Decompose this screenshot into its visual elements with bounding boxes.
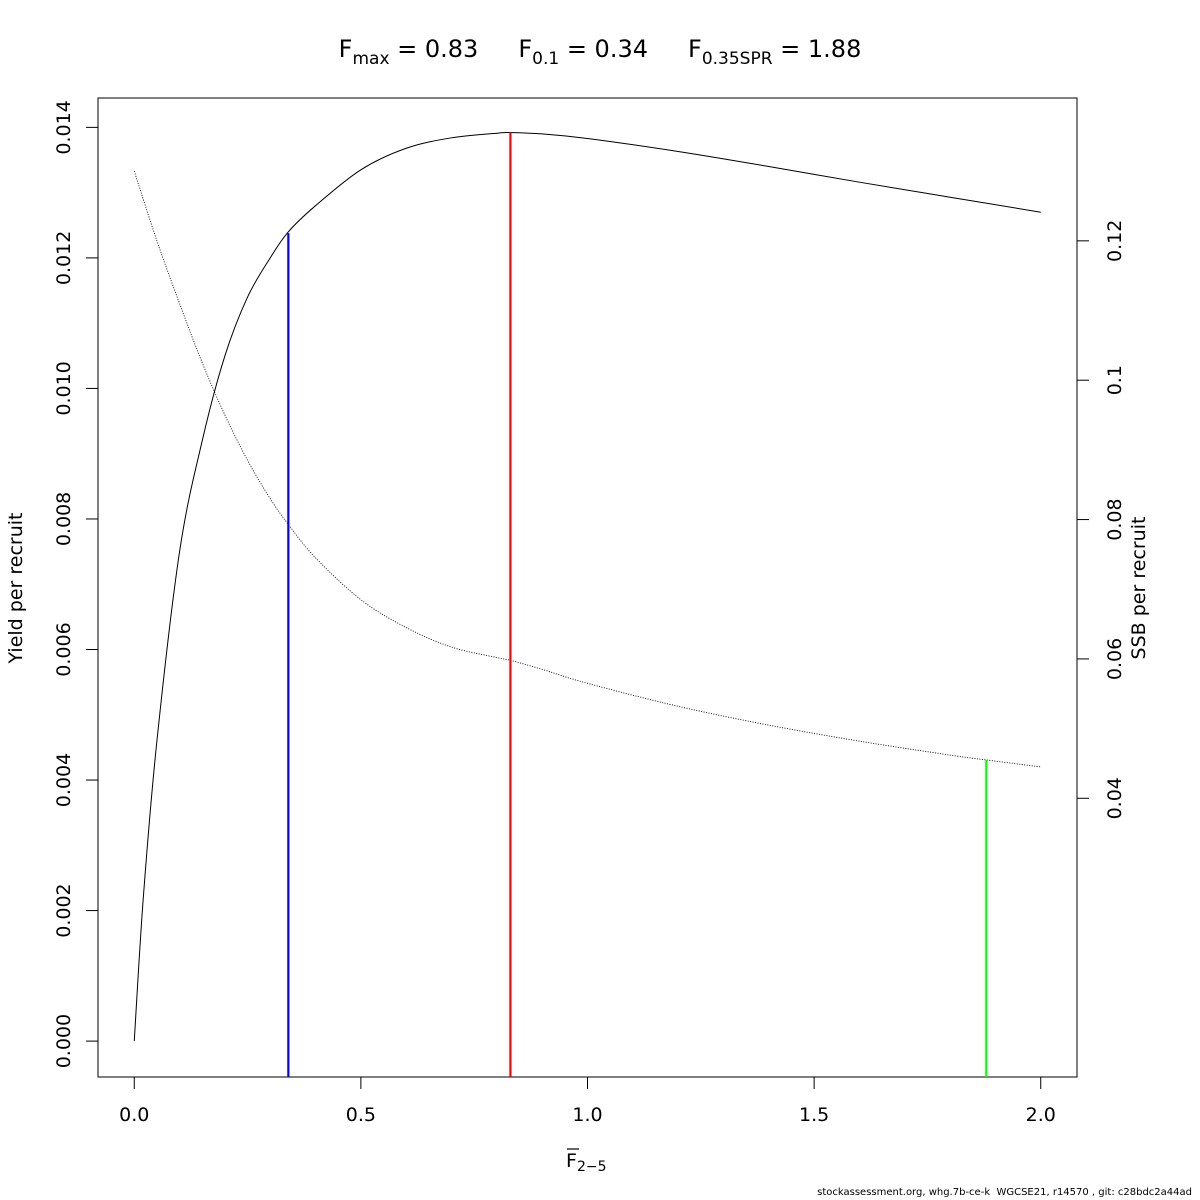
y-right-tick-label: 0.06	[1104, 638, 1126, 680]
svg-text:F2−5: F2−5	[566, 1150, 606, 1175]
f01-label: F	[518, 35, 532, 63]
x-tick-label: 0.5	[346, 1104, 376, 1126]
fspr-value: = 1.88	[773, 35, 862, 63]
fmax-label: F	[339, 35, 353, 63]
y-right-tick-label: 0.1	[1104, 365, 1126, 395]
y-right-tick-label: 0.04	[1104, 777, 1126, 819]
chart-title: Fmax = 0.83 F0.1 = 0.34 F0.35SPR = 1.88	[339, 35, 862, 69]
x-axis: 0.0 0.5 1.0 1.5 2.0	[119, 1077, 1056, 1126]
x-label-base: F	[566, 1150, 577, 1172]
fspr-sub: 0.35SPR	[702, 49, 773, 69]
x-tick-label: 2.0	[1026, 1104, 1056, 1126]
x-axis-label: F2−5	[566, 1148, 606, 1175]
plot-frame	[97, 97, 1078, 1078]
y-axis-left-label: Yield per recruit	[5, 513, 27, 665]
y-left-tick-label: 0.006	[53, 622, 75, 676]
series-layer	[133, 132, 1041, 1042]
y-left-tick-label: 0.010	[53, 361, 75, 415]
footer-credit: stockassessment.org, whg.7b-ce-k WGCSE21…	[817, 1187, 1192, 1198]
f01-value: = 0.34	[559, 35, 648, 63]
y-left-tick-label: 0.012	[53, 231, 75, 285]
f01-sub: 0.1	[532, 49, 559, 69]
y-right-tick-label: 0.08	[1104, 498, 1126, 540]
y-right-tick-label: 0.12	[1104, 220, 1126, 262]
fmax-sub: max	[352, 49, 389, 69]
x-tick-label: 0.0	[119, 1104, 149, 1126]
y-left-tick-label: 0.008	[53, 492, 75, 546]
reference-lines	[287, 132, 988, 1077]
x-tick-label: 1.0	[572, 1104, 602, 1126]
x-tick-label: 1.5	[799, 1104, 829, 1126]
y-left-tick-label: 0.004	[53, 753, 75, 807]
y-left-tick-label: 0.000	[53, 1014, 75, 1068]
fspr-label: F	[688, 35, 702, 63]
y-left-tick-label: 0.002	[53, 883, 75, 937]
yield-per-recruit-line	[133, 132, 1041, 1042]
y-axis-right-label: SSB per recruit	[1128, 517, 1150, 660]
y-left-tick-label: 0.014	[53, 100, 75, 154]
y-axis-left: 0.000 0.002 0.004 0.006 0.008 0.010 0.012 0.014	[53, 100, 98, 1068]
fmax-value: = 0.83	[390, 35, 479, 63]
ssb-per-recruit-line	[133, 171, 1041, 768]
x-label-sub: 2−5	[577, 1159, 607, 1175]
y-axis-right: 0.04 0.06 0.08 0.1 0.12	[1077, 220, 1126, 819]
